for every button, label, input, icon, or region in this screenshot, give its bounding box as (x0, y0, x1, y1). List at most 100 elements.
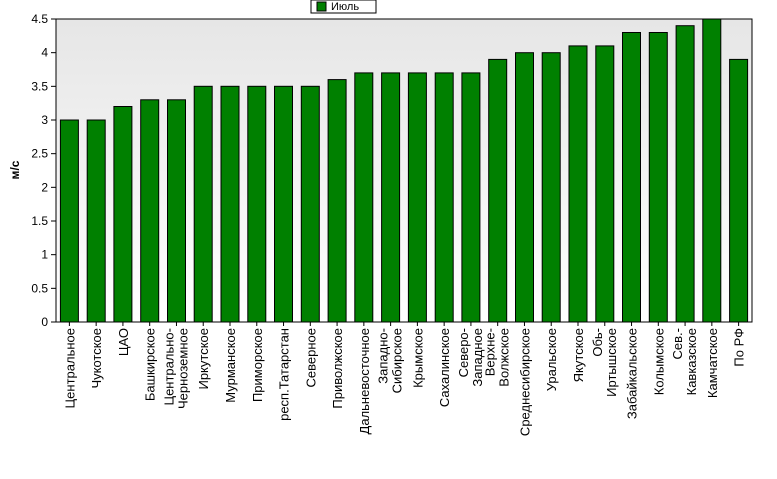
y-tick-label: 3 (41, 113, 48, 127)
x-tick-label-line: Колымское (651, 328, 666, 395)
x-tick-label-line: Чукотское (89, 328, 104, 389)
x-tick-label-line: Обь- (590, 328, 605, 357)
x-tick-label-line: По РФ (732, 328, 747, 367)
x-tick-label-line: Черноземное (176, 328, 191, 409)
x-tick-label: Иркутское (196, 328, 211, 390)
x-tick-label-line: Западно- (376, 328, 391, 384)
bar (541, 52, 561, 323)
x-tick-label-line: Центрально- (162, 328, 177, 406)
x-tick-label: Забайкальское (625, 328, 640, 419)
bar (247, 85, 267, 323)
bar (113, 106, 133, 323)
bar (381, 72, 401, 323)
legend-label: Июль (331, 1, 359, 13)
x-tick-label: Дальневосточное (357, 328, 372, 434)
x-tick-label: Мурманское (223, 328, 238, 403)
x-tick-label-line: Сев.- (670, 328, 685, 359)
bar (407, 72, 427, 323)
x-tick-label-line: Сахалинское (437, 328, 452, 407)
x-tick-label-line: Башкирское (143, 328, 158, 401)
x-tick-label-line: Северное (303, 328, 318, 387)
bar (59, 119, 79, 323)
x-tick-label-line: Иртышское (604, 328, 619, 397)
x-tick-label-line: Верхне- (483, 328, 498, 376)
bar (300, 85, 320, 323)
bar (595, 45, 615, 323)
x-tick-label: Верхне-Волжское (483, 328, 512, 387)
legend-swatch (316, 1, 327, 12)
x-tick-label: Центральное (62, 328, 77, 408)
x-tick-label-line: Кавказское (684, 328, 699, 395)
bar (461, 72, 481, 323)
y-tick-label: 0.5 (31, 281, 48, 295)
x-tick-label-line: ЦАО (116, 328, 131, 356)
legend: Июль (310, 0, 377, 14)
x-tick-label-line: Центральное (62, 328, 77, 408)
y-axis: 0 0.5 1 1.5 2 2.5 3 3.5 4 4.5 (31, 12, 56, 329)
y-tick-label: 4.5 (31, 12, 48, 26)
y-tick-label: 2 (41, 180, 48, 194)
x-tick-label: Приволжское (330, 328, 345, 409)
x-tick-label-line: Западное (470, 328, 485, 387)
bar (702, 18, 722, 323)
bar (220, 85, 240, 323)
x-tick-label-line: Северо- (456, 328, 471, 377)
x-tick-label: Якутское (571, 328, 586, 382)
bar (167, 99, 186, 323)
x-tick-label: Обь-Иртышское (590, 328, 619, 397)
bars (59, 18, 749, 323)
legend-box (310, 0, 377, 14)
bar (274, 85, 293, 323)
x-tick-label-line: Мурманское (223, 328, 238, 403)
y-tick-label: 2.5 (31, 147, 48, 161)
x-tick-label: Башкирское (143, 328, 158, 401)
x-tick-label: Сахалинское (437, 328, 452, 407)
x-tick-label-line: Сибирское (390, 328, 405, 393)
bar (140, 99, 160, 323)
x-tick-label: По РФ (732, 328, 747, 367)
y-tick-label: 0 (41, 315, 48, 329)
x-tick-label: Приморское (250, 328, 265, 402)
x-tick-label-line: Якутское (571, 328, 586, 382)
x-tick-label: Западно-Сибирское (376, 328, 405, 393)
bar (488, 58, 508, 323)
x-tick-label-line: Уральское (544, 328, 559, 391)
x-tick-label-line: Приморское (250, 328, 265, 402)
bar (434, 72, 454, 323)
x-tick-label-line: Забайкальское (625, 328, 640, 419)
bar (729, 58, 749, 323)
x-axis-labels: Центральное Чукотское ЦАО Башкирское Централ… (62, 322, 747, 436)
x-tick-label-line: Среднесибирское (518, 328, 533, 436)
bar (622, 32, 641, 323)
bar (354, 72, 374, 323)
x-tick-label-line: Дальневосточное (357, 328, 372, 434)
x-tick-label: Крымское (410, 328, 425, 388)
y-tick-label: 1 (41, 248, 48, 262)
x-tick-label: респ.Татарстан (277, 328, 292, 421)
x-tick-label: Чукотское (89, 328, 104, 389)
y-tick-label: 1.5 (31, 214, 48, 228)
x-tick-label: Сев.-Кавказское (670, 328, 699, 395)
x-tick-label: Северо-Западное (456, 328, 485, 387)
bar (86, 119, 106, 323)
x-tick-label: Северное (303, 328, 318, 387)
y-tick-label: 3.5 (31, 79, 48, 93)
x-tick-label: Среднесибирское (518, 328, 533, 436)
x-tick-label-line: Крымское (410, 328, 425, 388)
x-tick-label: Центрально-Черноземное (162, 328, 191, 409)
bar (327, 79, 347, 323)
y-tick-label: 4 (41, 46, 48, 60)
bar (648, 32, 668, 323)
x-tick-label-line: респ.Татарстан (277, 328, 292, 421)
x-tick-label: Камчатское (705, 328, 720, 398)
bar (193, 85, 213, 323)
x-tick-label-line: Иркутское (196, 328, 211, 390)
x-tick-label: ЦАО (116, 328, 131, 356)
x-tick-label: Уральское (544, 328, 559, 391)
x-tick-label-line: Волжское (497, 328, 512, 387)
bar (568, 45, 588, 323)
y-axis-label: м/с (8, 160, 22, 179)
x-tick-label-line: Приволжское (330, 328, 345, 409)
x-tick-label: Колымское (651, 328, 666, 395)
